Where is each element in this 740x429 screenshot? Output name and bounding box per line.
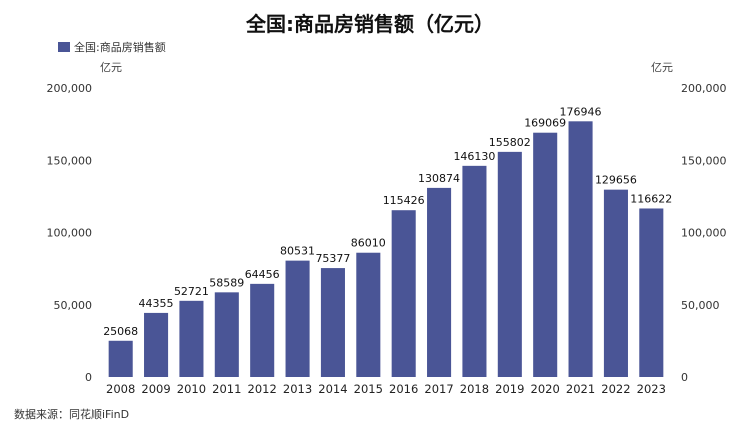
- y-axis-right: 0 50,000 100,000 150,000 200,000: [681, 82, 727, 384]
- source-note: 数据来源：同花顺iFinD: [14, 407, 129, 421]
- y-tick-label-right: 0: [681, 371, 688, 384]
- y-axis-left-unit: 亿元: [100, 61, 122, 74]
- legend: 全国:商品房销售额: [58, 40, 166, 54]
- x-tick-label: 2022: [601, 382, 630, 396]
- data-label: 116622: [630, 192, 672, 205]
- y-tick-label-right: 100,000: [681, 227, 727, 240]
- bar: [108, 340, 133, 377]
- data-label: 129656: [595, 174, 637, 187]
- x-axis: 2008 2009 2010 2011 2012 2013 2014 2015 2016 2017…: [106, 382, 666, 396]
- data-label: 58589: [209, 276, 244, 289]
- x-tick-label: 2018: [460, 382, 489, 396]
- bar: [639, 208, 664, 377]
- x-tick-label: 2009: [141, 382, 170, 396]
- bar: [427, 187, 452, 377]
- data-label: 52721: [174, 285, 209, 298]
- y-tick-label-left: 100,000: [47, 227, 93, 240]
- y-tick-label-right: 50,000: [681, 299, 720, 312]
- x-tick-label: 2020: [531, 382, 560, 396]
- bar: [285, 260, 310, 377]
- bar: [320, 268, 345, 377]
- data-label: 80531: [280, 245, 315, 258]
- bars: 25068 44355527215858964456805317537786010…: [103, 105, 672, 377]
- data-label: 155802: [489, 136, 531, 149]
- bar: [144, 312, 169, 377]
- bar: [568, 121, 593, 377]
- bar: [179, 300, 204, 377]
- x-tick-label: 2017: [424, 382, 453, 396]
- y-tick-label-right: 150,000: [681, 154, 727, 167]
- legend-swatch: [58, 42, 70, 52]
- bar: [356, 252, 381, 377]
- bar: [497, 151, 522, 377]
- x-tick-label: 2010: [177, 382, 206, 396]
- x-tick-label: 2016: [389, 382, 418, 396]
- data-label: 176946: [560, 105, 602, 118]
- y-tick-label-left: 150,000: [47, 154, 93, 167]
- y-tick-label-right: 200,000: [681, 82, 727, 95]
- y-tick-label-left: 0: [85, 371, 92, 384]
- legend-label: 全国:商品房销售额: [74, 40, 166, 54]
- x-tick-label: 2013: [283, 382, 312, 396]
- data-label: 86010: [351, 237, 386, 250]
- x-tick-label: 2021: [566, 382, 595, 396]
- bar: [462, 165, 487, 377]
- y-axis-left: 0 50,000 100,000 150,000 200,000: [47, 82, 93, 384]
- data-label: 25068: [103, 325, 138, 338]
- x-tick-label: 2014: [318, 382, 347, 396]
- bar: [214, 292, 239, 377]
- bar: [391, 210, 416, 377]
- data-label: 146130: [453, 150, 495, 163]
- x-tick-label: 2012: [248, 382, 277, 396]
- x-tick-label: 2011: [212, 382, 241, 396]
- bar: [533, 132, 558, 377]
- data-label: 115426: [383, 194, 425, 207]
- x-tick-label: 2015: [354, 382, 383, 396]
- data-label: 75377: [315, 252, 350, 265]
- x-tick-label: 2019: [495, 382, 524, 396]
- data-label: 169069: [524, 117, 566, 130]
- data-label: 44355: [139, 297, 174, 310]
- y-axis-right-unit: 亿元: [651, 61, 673, 74]
- bar: [603, 189, 628, 377]
- data-label: 130874: [418, 172, 460, 185]
- y-tick-label-left: 200,000: [47, 82, 93, 95]
- x-tick-label: 2008: [106, 382, 135, 396]
- bar: [250, 283, 275, 377]
- y-tick-label-left: 50,000: [54, 299, 93, 312]
- chart-title: 全国:商品房销售额（亿元）: [245, 12, 494, 36]
- x-tick-label: 2023: [637, 382, 666, 396]
- data-label: 64456: [245, 268, 280, 281]
